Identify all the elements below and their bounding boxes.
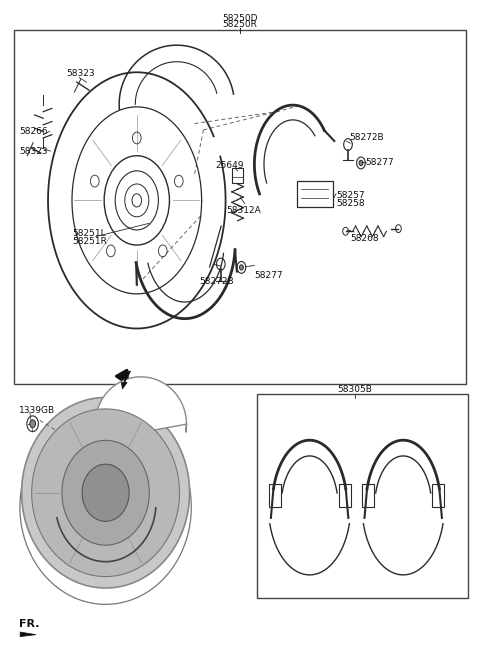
Text: 58277: 58277 xyxy=(254,271,283,281)
Polygon shape xyxy=(121,371,131,389)
Polygon shape xyxy=(62,440,149,545)
Text: 58251L: 58251L xyxy=(72,229,106,238)
Text: 58323: 58323 xyxy=(66,69,95,78)
Text: 58272B: 58272B xyxy=(199,277,234,286)
Text: 58323: 58323 xyxy=(19,147,48,156)
Text: 58312A: 58312A xyxy=(227,206,261,215)
Text: 58251R: 58251R xyxy=(72,237,107,246)
Polygon shape xyxy=(32,409,180,577)
Text: 58277: 58277 xyxy=(366,158,395,168)
Text: 1339GB: 1339GB xyxy=(19,406,55,415)
Circle shape xyxy=(359,160,363,166)
Circle shape xyxy=(240,265,243,270)
Text: 25649: 25649 xyxy=(215,161,243,170)
Polygon shape xyxy=(82,464,129,521)
Polygon shape xyxy=(22,397,190,588)
Text: 58258: 58258 xyxy=(336,198,365,208)
Circle shape xyxy=(30,420,36,428)
Text: 58257: 58257 xyxy=(336,191,365,200)
Text: 58250R: 58250R xyxy=(223,20,257,29)
Text: 58305B: 58305B xyxy=(338,385,372,394)
Polygon shape xyxy=(20,632,36,637)
Text: 58266: 58266 xyxy=(19,127,48,136)
Text: FR.: FR. xyxy=(19,619,40,629)
Text: 58250D: 58250D xyxy=(222,14,258,23)
Text: 58268: 58268 xyxy=(350,234,379,243)
Polygon shape xyxy=(96,377,186,440)
Text: 58272B: 58272B xyxy=(349,133,384,143)
